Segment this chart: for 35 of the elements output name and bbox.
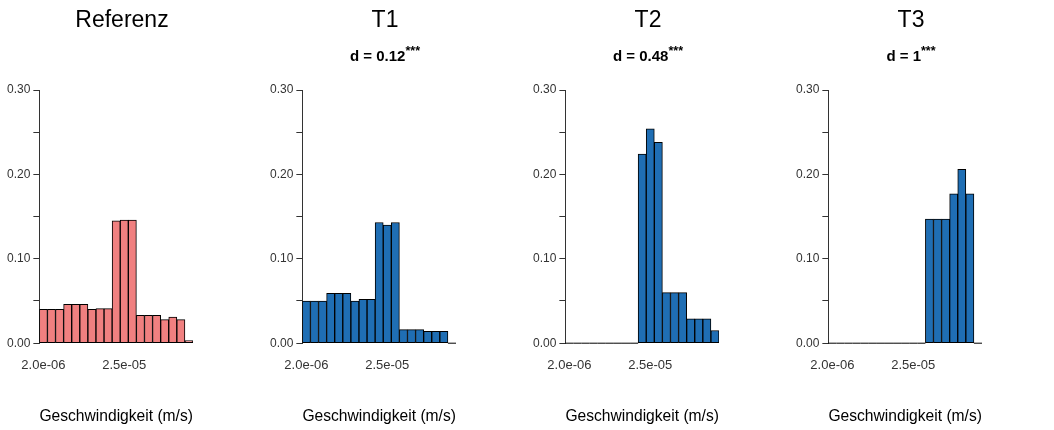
x-axis-title: Geschwindigkeit (m/s) — [828, 406, 982, 424]
x-axis-title: Geschwindigkeit (m/s) — [565, 406, 719, 424]
x-axis-title: Geschwindigkeit (m/s) — [302, 406, 456, 424]
y-tick-label: 0.20 — [796, 166, 820, 181]
y-tick-label: 0.30 — [796, 82, 820, 97]
x-tick-label: 2.0e-06 — [21, 356, 66, 372]
y-tick-label: 0.20 — [7, 166, 31, 181]
x-tick-label: 2.0e-06 — [810, 356, 855, 372]
y-tick-label: 0.30 — [7, 82, 31, 97]
chart-subtitle: d = 0.12$^{***}$ — [348, 44, 421, 64]
x-tick-label: 2.0e-06 — [284, 356, 329, 372]
y-tick-label: 0.20 — [270, 166, 294, 181]
y-tick-label: 0.10 — [533, 251, 557, 266]
chart-title: T2 — [633, 6, 663, 33]
chart-subtitle: d = 1$^{***}$ — [885, 44, 937, 64]
y-tick-label: 0.30 — [270, 82, 294, 97]
y-tick-label: 0.20 — [533, 166, 557, 181]
y-tick-label: 0.10 — [796, 251, 820, 266]
y-tick-label: 0.00 — [270, 335, 294, 350]
y-tick-label: 0.00 — [7, 335, 31, 350]
y-tick-label: 0.10 — [270, 251, 294, 266]
x-tick-label: 2.0e-06 — [547, 356, 592, 372]
chart-title: Referenz — [74, 6, 170, 33]
x-axis-title: Geschwindigkeit (m/s) — [39, 406, 193, 424]
chart-title: T3 — [896, 6, 926, 33]
y-tick-label: 0.30 — [533, 82, 557, 97]
chart-subtitle: d = 0.48$^{***}$ — [611, 44, 684, 64]
y-tick-label: 0.00 — [796, 335, 820, 350]
y-tick-label: 0.10 — [7, 251, 31, 266]
x-tick-label: 2.5e-05 — [102, 356, 147, 372]
x-tick-label: 2.5e-05 — [365, 356, 410, 372]
y-tick-label: 0.00 — [533, 335, 557, 350]
x-tick-label: 2.5e-05 — [891, 356, 936, 372]
chart-title: T1 — [370, 6, 400, 33]
x-tick-label: 2.5e-05 — [628, 356, 673, 372]
